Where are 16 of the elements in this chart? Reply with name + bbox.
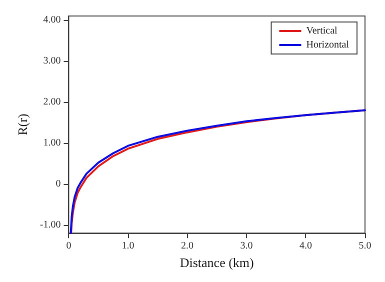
y-tick-label: 3.00 xyxy=(43,56,61,67)
y-tick-label: 1.00 xyxy=(43,137,61,148)
x-tick-label: 2.0 xyxy=(180,240,194,252)
x-tick-label: 0 xyxy=(66,240,72,252)
y-tick-label: 0 xyxy=(56,178,61,190)
x-tick-label: 4.0 xyxy=(299,240,312,252)
y-tick-label: 4.00 xyxy=(43,14,61,26)
x-tick-label: 1.0 xyxy=(122,240,134,252)
y-tick-label: -1.00 xyxy=(40,219,61,230)
y-tick-label: 2.00 xyxy=(43,96,61,108)
x-axis-title: Distance (km) xyxy=(180,255,254,270)
x-tick-label: 5.0 xyxy=(358,240,372,252)
legend-label: Horizontal xyxy=(306,40,350,50)
y-axis-title: R(r) xyxy=(15,114,30,136)
x-tick-label: 3.0 xyxy=(240,240,253,252)
legend-label: Vertical xyxy=(306,26,338,36)
